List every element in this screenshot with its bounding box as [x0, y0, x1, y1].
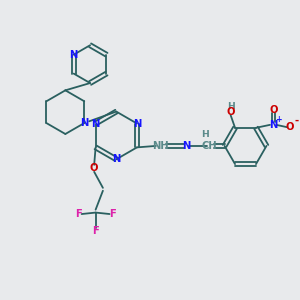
Text: CH: CH [201, 141, 217, 151]
Text: O: O [90, 163, 98, 173]
Text: N: N [112, 154, 121, 164]
Text: O: O [226, 107, 235, 117]
Text: N: N [92, 118, 100, 128]
Text: O: O [269, 105, 278, 115]
Text: N: N [70, 50, 78, 60]
Text: H: H [201, 130, 208, 140]
Text: N: N [133, 118, 141, 128]
Text: N: N [182, 141, 190, 151]
Text: N: N [80, 118, 88, 128]
Text: F: F [75, 209, 82, 219]
Text: NH: NH [152, 141, 169, 151]
Text: F: F [92, 226, 99, 236]
Text: O: O [286, 122, 294, 132]
Text: +: + [275, 115, 282, 124]
Text: -: - [294, 116, 298, 126]
Text: N: N [269, 120, 278, 130]
Text: H: H [227, 102, 235, 111]
Text: F: F [109, 209, 116, 219]
